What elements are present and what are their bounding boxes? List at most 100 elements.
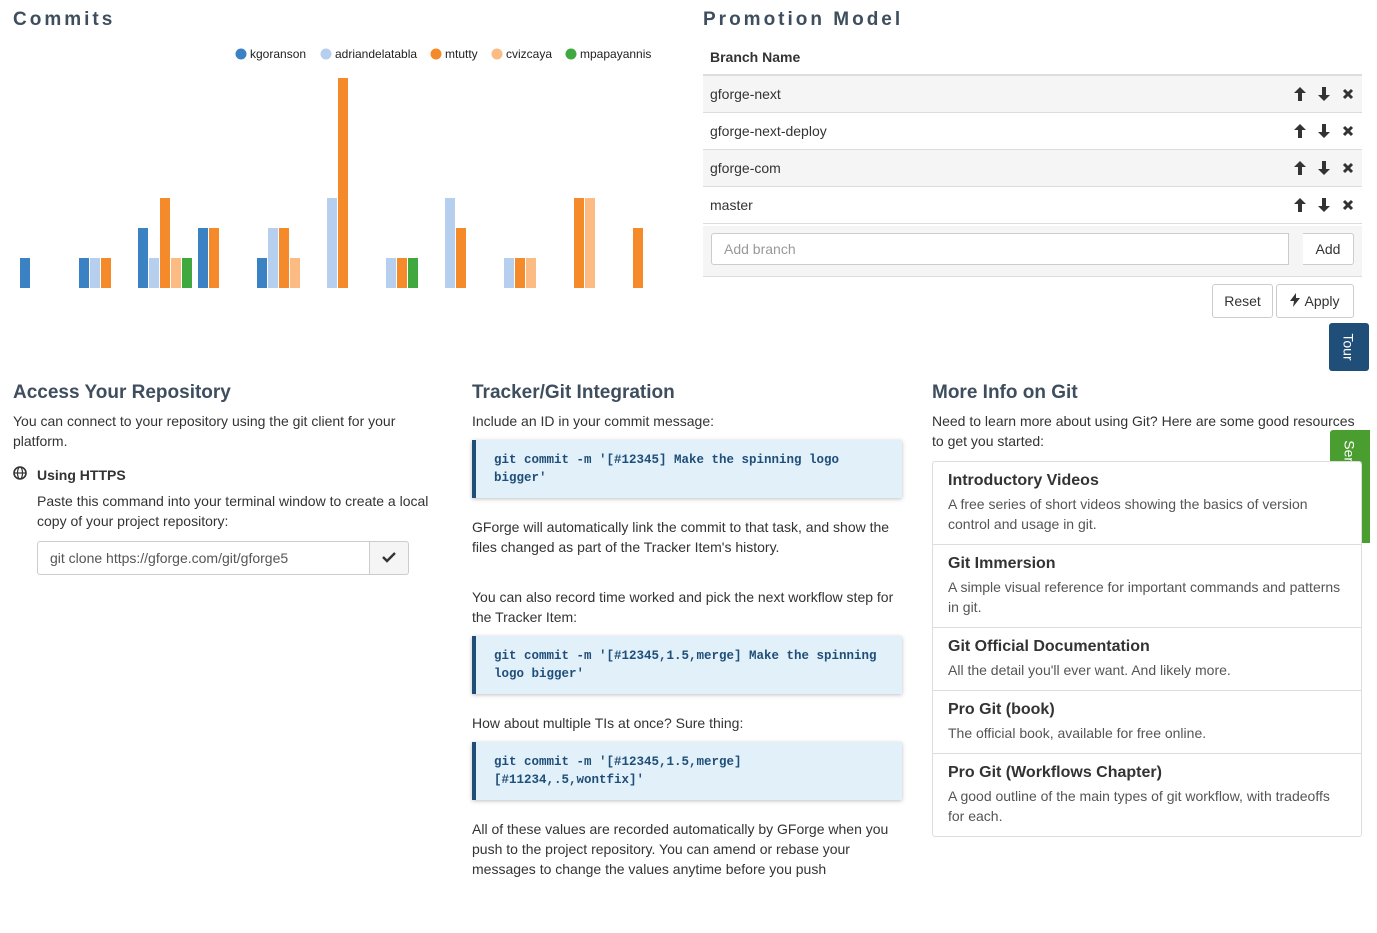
add-branch-input[interactable] [711, 233, 1289, 265]
resource-item[interactable]: Pro Git (book) The official book, availab… [933, 691, 1361, 754]
commit-bar [149, 258, 159, 288]
branch-name: gforge-next-deploy [710, 123, 827, 139]
access-intro-after: for your platform. [13, 413, 396, 449]
commit-bar [268, 228, 278, 288]
bolt-icon [1290, 292, 1301, 310]
branch-actions [1293, 123, 1355, 139]
checkmark-icon [382, 550, 396, 566]
resource-item[interactable]: Pro Git (Workflows Chapter) A good outlin… [933, 754, 1361, 836]
commit-bar [198, 228, 208, 288]
branch-actions [1293, 160, 1355, 176]
commit-bar [515, 258, 525, 288]
resource-description: A free series of short videos showing th… [948, 496, 1308, 532]
commit-bar [338, 78, 348, 288]
add-branch-row: Add [703, 226, 1362, 277]
access-intro: You can connect to your repository using… [13, 411, 433, 451]
legend-label: kgoranson [250, 47, 306, 61]
commit-bar [279, 228, 289, 288]
branch-row: gforge-com [703, 150, 1362, 187]
branch-row: gforge-next-deploy [703, 113, 1362, 150]
tour-tab[interactable]: Tour [1329, 323, 1369, 371]
promotion-table: Branch Name gforge-next gforge-next-deplo… [703, 40, 1362, 224]
move-down-icon[interactable] [1317, 197, 1331, 213]
move-down-icon[interactable] [1317, 86, 1331, 102]
https-heading: Using HTTPS [13, 466, 126, 483]
access-intro-before: You can connect to your repository using… [13, 413, 312, 429]
legend-label: cvizcaya [506, 47, 552, 61]
commit-bar [101, 258, 111, 288]
commit-bar [209, 228, 219, 288]
commit-bar [20, 258, 30, 288]
commit-bar [408, 258, 418, 288]
resource-title: Git Official Documentation [948, 638, 1150, 655]
access-title: Access Your Repository [13, 382, 231, 403]
branch-name: gforge-com [710, 160, 781, 176]
resource-description: All the detail you'll ever want. And lik… [948, 662, 1231, 678]
resource-title: Introductory Videos [948, 472, 1099, 489]
commits-title: Commits [13, 9, 116, 30]
resource-title: Pro Git (Workflows Chapter) [948, 764, 1162, 781]
resource-description: A good outline of the main types of git … [948, 788, 1330, 824]
legend-label: adriandelatabla [335, 47, 417, 61]
legend-marker [491, 48, 503, 60]
branch-actions [1293, 197, 1355, 213]
more-info-intro: Need to learn more about using Git? Here… [932, 413, 1355, 449]
commits-chart: kgoranson adriandelatabla mtutty cvizcaya mp… [20, 47, 651, 288]
resource-description: A simple visual reference for important … [948, 579, 1341, 615]
reset-button[interactable]: Reset [1212, 284, 1273, 318]
resource-list: Introductory Videos A free series of shor… [932, 461, 1362, 837]
commit-bar [445, 198, 455, 288]
commit-bar [574, 198, 584, 288]
commit-bar [526, 258, 536, 288]
commit-bar [257, 258, 267, 288]
move-up-icon[interactable] [1293, 197, 1307, 213]
remove-icon[interactable] [1341, 197, 1355, 213]
commit-bar [386, 258, 396, 288]
move-up-icon[interactable] [1293, 160, 1307, 176]
remove-icon[interactable] [1341, 123, 1355, 139]
reset-label: Reset [1224, 293, 1261, 309]
commit-bar [182, 258, 192, 288]
tracker-title: Tracker/Git Integration [472, 382, 675, 403]
branch-name: gforge-next [710, 86, 781, 102]
branch-name: master [710, 197, 753, 213]
legend-marker [235, 48, 247, 60]
commit-bar [138, 228, 148, 288]
resource-item[interactable]: Git Official Documentation All the detail… [933, 628, 1361, 691]
commit-bar [397, 258, 407, 288]
tracker-p4: How about multiple TIs at once? Sure thi… [472, 715, 744, 731]
commit-bar [90, 258, 100, 288]
remove-icon[interactable] [1341, 160, 1355, 176]
apply-label: Apply [1304, 293, 1340, 309]
move-down-icon[interactable] [1317, 123, 1331, 139]
commit-bar [633, 228, 643, 288]
more-info-title: More Info on Git [932, 382, 1078, 403]
branch-actions [1293, 86, 1355, 102]
legend-marker [430, 48, 442, 60]
move-down-icon[interactable] [1317, 160, 1331, 176]
remove-icon[interactable] [1341, 86, 1355, 102]
apply-button[interactable]: Apply [1276, 284, 1354, 318]
branch-name-header: Branch Name [703, 40, 1362, 76]
resource-title: Git Immersion [948, 555, 1056, 572]
resource-item[interactable]: Introductory Videos A free series of shor… [933, 462, 1361, 545]
commit-bar [160, 198, 170, 288]
clone-command-input[interactable] [37, 541, 370, 575]
clone-confirm-button[interactable] [369, 541, 409, 575]
commit-bar [585, 198, 595, 288]
tracker-p1: Include an ID in your commit message: [472, 413, 714, 429]
commit-bar [290, 258, 300, 288]
legend-label: mpapayannis [580, 47, 651, 61]
commit-bar [171, 258, 181, 288]
git-client-link[interactable]: client [311, 413, 345, 429]
code-example-1: git commit -m '[#12345] Make the spinnin… [472, 440, 902, 498]
legend-marker [565, 48, 577, 60]
commit-bar [327, 198, 337, 288]
https-description: Paste this command into your terminal wi… [37, 493, 429, 529]
resource-description: The official book, available for free on… [948, 725, 1207, 741]
move-up-icon[interactable] [1293, 86, 1307, 102]
move-up-icon[interactable] [1293, 123, 1307, 139]
resource-item[interactable]: Git Immersion A simple visual reference f… [933, 545, 1361, 628]
commit-bar [79, 258, 89, 288]
add-branch-button[interactable]: Add [1303, 233, 1354, 265]
